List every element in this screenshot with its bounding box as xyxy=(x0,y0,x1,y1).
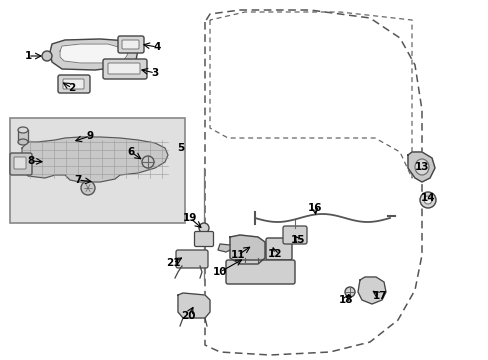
FancyBboxPatch shape xyxy=(265,238,291,260)
Text: 8: 8 xyxy=(27,156,35,166)
Text: 14: 14 xyxy=(420,193,434,203)
Circle shape xyxy=(81,181,95,195)
Polygon shape xyxy=(18,130,28,142)
Bar xyxy=(10,118,184,223)
Polygon shape xyxy=(357,277,385,304)
FancyBboxPatch shape xyxy=(118,36,143,53)
FancyBboxPatch shape xyxy=(10,153,32,175)
Circle shape xyxy=(419,192,435,208)
Text: 21: 21 xyxy=(165,258,180,268)
FancyBboxPatch shape xyxy=(63,79,84,89)
Text: 19: 19 xyxy=(183,213,197,223)
Text: 20: 20 xyxy=(181,311,195,321)
Text: 15: 15 xyxy=(290,235,305,245)
FancyBboxPatch shape xyxy=(103,59,147,79)
Text: 16: 16 xyxy=(307,203,322,213)
FancyBboxPatch shape xyxy=(122,40,139,49)
Circle shape xyxy=(42,51,52,61)
Polygon shape xyxy=(407,152,434,182)
Circle shape xyxy=(423,196,431,204)
Circle shape xyxy=(199,223,208,233)
Text: 18: 18 xyxy=(338,295,352,305)
Text: 6: 6 xyxy=(127,147,134,157)
Polygon shape xyxy=(60,44,128,63)
Text: 10: 10 xyxy=(212,267,227,277)
FancyBboxPatch shape xyxy=(194,231,213,247)
Text: 9: 9 xyxy=(86,131,93,141)
Text: 2: 2 xyxy=(68,83,76,93)
Text: 13: 13 xyxy=(414,162,428,172)
Text: 11: 11 xyxy=(230,250,245,260)
Text: 7: 7 xyxy=(74,175,81,185)
Circle shape xyxy=(142,156,154,168)
Polygon shape xyxy=(50,39,138,70)
Ellipse shape xyxy=(18,127,28,133)
Ellipse shape xyxy=(414,159,428,175)
Text: 12: 12 xyxy=(267,249,282,259)
FancyBboxPatch shape xyxy=(176,250,207,268)
FancyBboxPatch shape xyxy=(108,63,140,74)
Text: 5: 5 xyxy=(177,143,184,153)
Polygon shape xyxy=(178,293,209,318)
FancyBboxPatch shape xyxy=(225,260,294,284)
Polygon shape xyxy=(218,244,229,252)
Circle shape xyxy=(345,287,354,297)
Polygon shape xyxy=(22,137,168,182)
FancyBboxPatch shape xyxy=(283,226,306,244)
Ellipse shape xyxy=(18,139,28,145)
Polygon shape xyxy=(229,235,264,264)
FancyBboxPatch shape xyxy=(14,157,26,169)
Text: 4: 4 xyxy=(153,42,161,52)
FancyBboxPatch shape xyxy=(58,75,90,93)
Text: 1: 1 xyxy=(24,51,32,61)
Text: 3: 3 xyxy=(151,68,158,78)
Text: 17: 17 xyxy=(372,291,386,301)
